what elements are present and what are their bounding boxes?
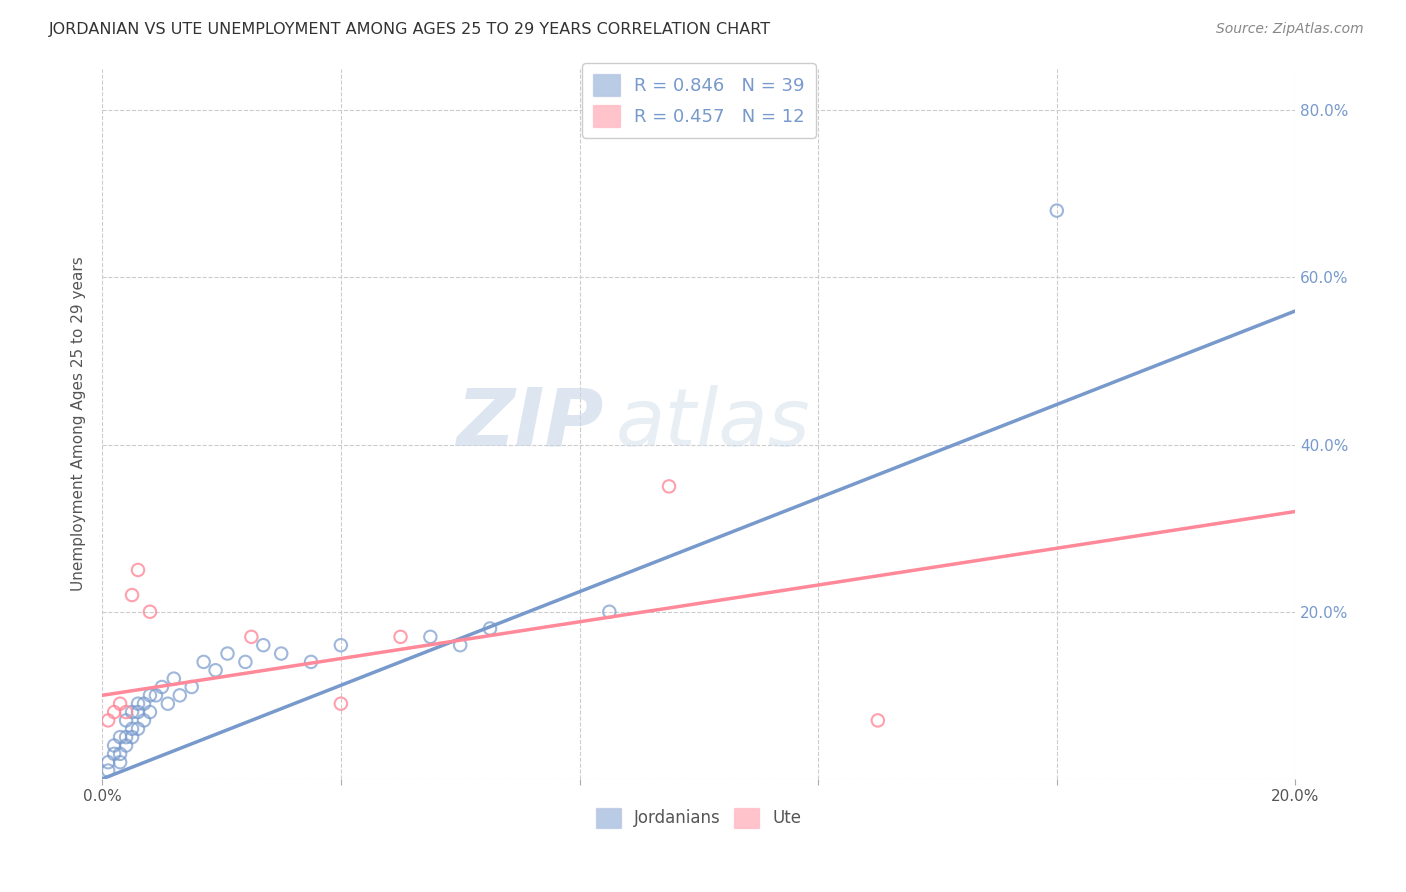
Point [145,689,167,703]
Point [103,739,125,753]
Text: atlas: atlas [616,384,810,463]
Point [121,722,143,736]
Point [139,605,162,619]
Point [127,563,149,577]
Point [127,705,149,719]
Point [108,755,131,769]
Point [193,655,215,669]
Point [299,655,322,669]
Point [329,638,352,652]
Point [169,689,191,703]
Text: ZIP: ZIP [456,384,603,463]
Point [103,747,125,761]
Point [389,630,412,644]
Point [121,588,143,602]
Point [252,638,274,652]
Point [115,714,138,728]
Point [270,647,292,661]
Point [329,697,352,711]
Point [103,705,125,719]
Legend: Jordanians, Ute: Jordanians, Ute [589,801,808,835]
Point [97,755,120,769]
Y-axis label: Unemployment Among Ages 25 to 29 years: Unemployment Among Ages 25 to 29 years [72,256,86,591]
Point [866,714,889,728]
Point [204,663,226,677]
Point [598,605,620,619]
Point [121,705,143,719]
Point [479,622,502,636]
Point [132,714,155,728]
Point [180,680,202,694]
Point [240,630,263,644]
Point [127,722,149,736]
Point [217,647,239,661]
Point [449,638,471,652]
Point [121,730,143,744]
Point [139,705,162,719]
Point [115,705,138,719]
Point [419,630,441,644]
Point [108,697,131,711]
Point [150,680,173,694]
Text: Source: ZipAtlas.com: Source: ZipAtlas.com [1216,22,1364,37]
Point [127,697,149,711]
Point [1046,203,1069,218]
Point [108,747,131,761]
Point [115,730,138,744]
Point [97,714,120,728]
Point [163,672,186,686]
Point [658,479,681,493]
Text: JORDANIAN VS UTE UNEMPLOYMENT AMONG AGES 25 TO 29 YEARS CORRELATION CHART: JORDANIAN VS UTE UNEMPLOYMENT AMONG AGES… [49,22,772,37]
Point [139,689,162,703]
Point [132,697,155,711]
Point [235,655,257,669]
Point [108,730,131,744]
Point [156,697,179,711]
Point [115,739,138,753]
Point [97,764,120,778]
